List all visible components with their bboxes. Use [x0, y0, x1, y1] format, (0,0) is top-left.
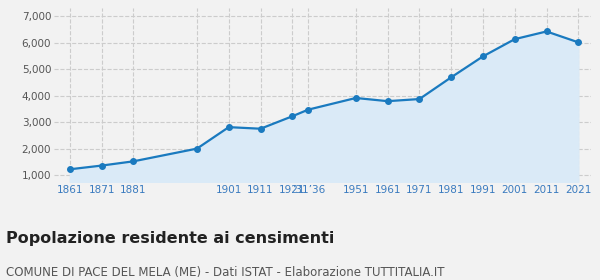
Text: Popolazione residente ai censimenti: Popolazione residente ai censimenti: [6, 231, 334, 246]
Text: COMUNE DI PACE DEL MELA (ME) - Dati ISTAT - Elaborazione TUTTITALIA.IT: COMUNE DI PACE DEL MELA (ME) - Dati ISTA…: [6, 266, 445, 279]
